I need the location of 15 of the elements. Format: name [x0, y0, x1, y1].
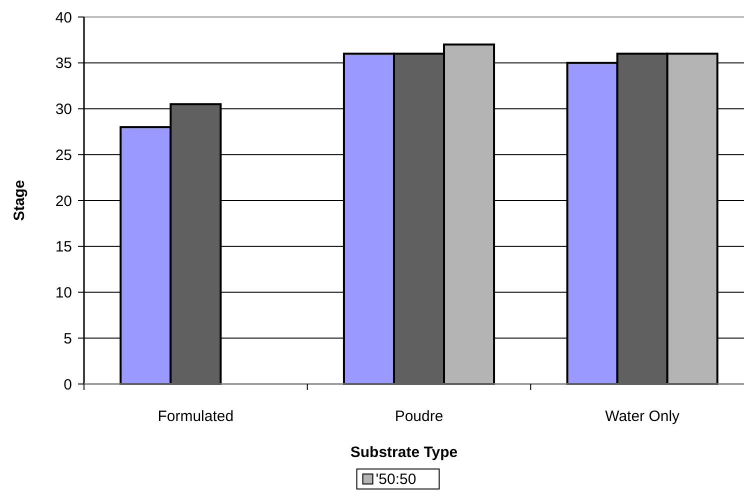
x-axis-title: Substrate Type: [350, 444, 458, 461]
x-tick-label: Water Only: [605, 408, 680, 425]
y-tick-label: 20: [55, 192, 72, 210]
y-tick-label: 15: [55, 238, 72, 256]
y-tick-label: 40: [55, 9, 72, 26]
x-tick-label: Poudre: [394, 408, 444, 425]
y-axis-title: Stage: [11, 180, 28, 221]
y-tick-label: 0: [64, 376, 72, 394]
y-tick-label: 10: [55, 284, 72, 302]
y-tick-label: 5: [64, 330, 72, 348]
x-tick-label: Formulated: [158, 408, 234, 425]
y-tick-label: 30: [55, 101, 72, 118]
legend-label: '50:50: [376, 470, 416, 488]
y-tick-label: 35: [55, 55, 72, 72]
y-tick-label: 25: [55, 146, 72, 164]
